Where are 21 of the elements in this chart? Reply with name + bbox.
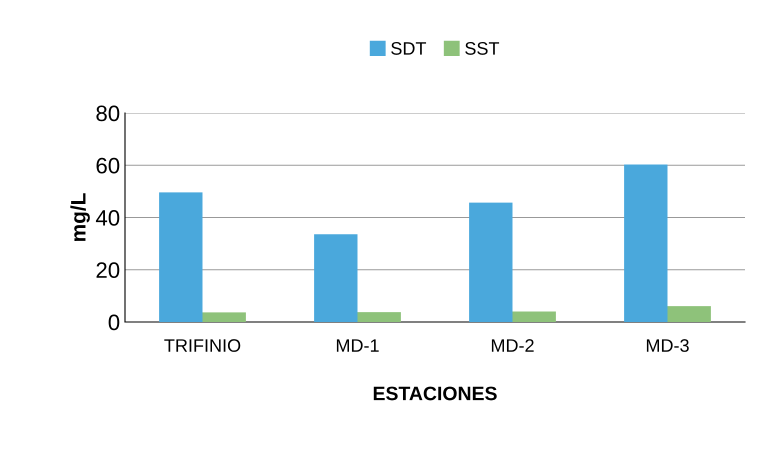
bar bbox=[202, 312, 246, 322]
y-tick-label: 60 bbox=[96, 158, 120, 174]
y-axis-title: mg/L bbox=[70, 193, 90, 242]
x-tick-label: MD-1 bbox=[336, 339, 379, 352]
x-tick-label: MD-3 bbox=[646, 339, 689, 352]
x-tick-label: MD-2 bbox=[492, 339, 534, 352]
bar bbox=[469, 202, 512, 322]
bar bbox=[358, 312, 401, 322]
bar bbox=[314, 234, 358, 322]
bar bbox=[512, 312, 556, 322]
x-tick-label: TRIFINIO bbox=[164, 339, 240, 352]
x-axis-title: ESTACIONES bbox=[374, 386, 497, 400]
y-tick-label: 0 bbox=[108, 314, 120, 330]
y-tick-label: 40 bbox=[96, 210, 120, 226]
legend-label: SST bbox=[465, 42, 500, 55]
bar bbox=[159, 192, 202, 322]
bar bbox=[624, 164, 668, 322]
bar bbox=[668, 306, 711, 322]
y-tick-label: 20 bbox=[96, 262, 120, 278]
legend-label: SDT bbox=[391, 42, 426, 55]
y-tick-label: 80 bbox=[96, 106, 120, 122]
